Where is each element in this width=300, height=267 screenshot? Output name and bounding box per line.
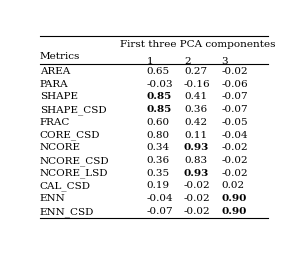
Text: 0.34: 0.34: [147, 143, 170, 152]
Text: 0.19: 0.19: [147, 182, 170, 190]
Text: -0.16: -0.16: [184, 80, 211, 89]
Text: -0.02: -0.02: [184, 194, 211, 203]
Text: 0.65: 0.65: [147, 67, 170, 76]
Text: First three PCA componentes: First three PCA componentes: [120, 40, 276, 49]
Text: ENN: ENN: [40, 194, 66, 203]
Text: -0.02: -0.02: [221, 67, 248, 76]
Text: 0.85: 0.85: [147, 105, 172, 114]
Text: -0.02: -0.02: [221, 143, 248, 152]
Text: ENN_CSD: ENN_CSD: [40, 207, 94, 217]
Text: Metrics: Metrics: [40, 52, 80, 61]
Text: 0.35: 0.35: [147, 169, 170, 178]
Text: -0.03: -0.03: [147, 80, 173, 89]
Text: PARA: PARA: [40, 80, 68, 89]
Text: NCORE: NCORE: [40, 143, 81, 152]
Text: -0.02: -0.02: [184, 207, 211, 216]
Text: 0.41: 0.41: [184, 92, 207, 101]
Text: -0.02: -0.02: [184, 182, 211, 190]
Text: 1: 1: [147, 57, 153, 66]
Text: 0.60: 0.60: [147, 118, 170, 127]
Text: -0.02: -0.02: [221, 156, 248, 165]
Text: 0.27: 0.27: [184, 67, 207, 76]
Text: NCORE_LSD: NCORE_LSD: [40, 169, 108, 178]
Text: 0.36: 0.36: [184, 105, 207, 114]
Text: -0.06: -0.06: [221, 80, 248, 89]
Text: NCORE_CSD: NCORE_CSD: [40, 156, 110, 166]
Text: -0.04: -0.04: [221, 131, 248, 140]
Text: SHAPE_CSD: SHAPE_CSD: [40, 105, 106, 115]
Text: 0.36: 0.36: [147, 156, 170, 165]
Text: -0.05: -0.05: [221, 118, 248, 127]
Text: 0.93: 0.93: [184, 143, 209, 152]
Text: -0.07: -0.07: [221, 105, 248, 114]
Text: 0.02: 0.02: [221, 182, 244, 190]
Text: CAL_CSD: CAL_CSD: [40, 182, 91, 191]
Text: 0.90: 0.90: [221, 207, 247, 216]
Text: 0.93: 0.93: [184, 169, 209, 178]
Text: 0.83: 0.83: [184, 156, 207, 165]
Text: -0.04: -0.04: [147, 194, 173, 203]
Text: CORE_CSD: CORE_CSD: [40, 131, 100, 140]
Text: AREA: AREA: [40, 67, 70, 76]
Text: 0.80: 0.80: [147, 131, 170, 140]
Text: -0.02: -0.02: [221, 169, 248, 178]
Text: 0.11: 0.11: [184, 131, 207, 140]
Text: 3: 3: [221, 57, 228, 66]
Text: -0.07: -0.07: [147, 207, 173, 216]
Text: 2: 2: [184, 57, 190, 66]
Text: 0.85: 0.85: [147, 92, 172, 101]
Text: SHAPE: SHAPE: [40, 92, 78, 101]
Text: 0.42: 0.42: [184, 118, 207, 127]
Text: -0.07: -0.07: [221, 92, 248, 101]
Text: 0.90: 0.90: [221, 194, 247, 203]
Text: FRAC: FRAC: [40, 118, 70, 127]
